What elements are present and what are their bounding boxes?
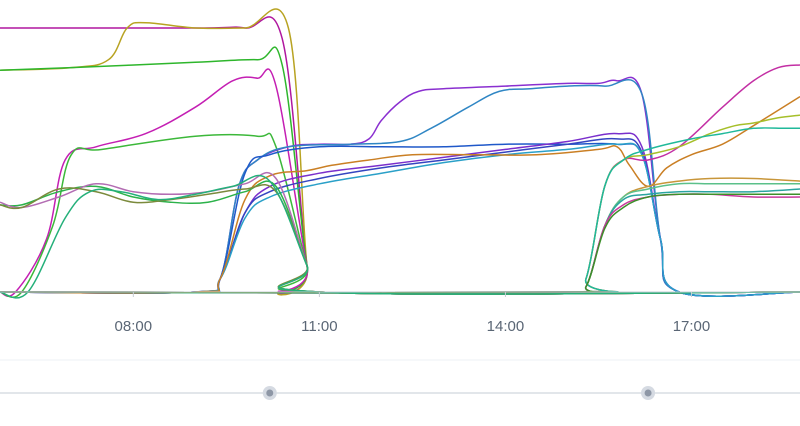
series-line-5 <box>0 132 800 298</box>
series-line-20 <box>0 193 800 295</box>
series-line-6 <box>0 76 800 297</box>
series-line-21 <box>0 180 800 295</box>
series-line-2 <box>0 8 800 296</box>
series-line-15 <box>0 127 800 294</box>
x-axis-ticks: 08:00 11:00 14:00 17:00 <box>115 292 711 335</box>
x-tick-label-1: 08:00 <box>115 318 153 335</box>
range-slider[interactable] <box>0 386 800 400</box>
series-layer <box>0 8 800 299</box>
series-line-18 <box>0 188 800 295</box>
series-line-16 <box>0 177 800 295</box>
series-line-23 <box>0 183 800 295</box>
range-slider-handle-grip-2[interactable] <box>644 389 652 397</box>
x-tick-label-3: 14:00 <box>487 318 525 335</box>
series-line-8 <box>0 142 800 297</box>
series-line-19 <box>0 193 800 295</box>
x-tick-label-4: 17:00 <box>673 318 711 335</box>
series-line-9 <box>0 132 800 297</box>
series-line-12 <box>0 95 800 294</box>
series-line-11 <box>0 142 800 297</box>
x-tick-label-2: 11:00 <box>301 318 337 335</box>
series-line-4 <box>0 68 800 297</box>
range-slider-handle-grip-1[interactable] <box>266 389 274 397</box>
series-line-13 <box>0 64 800 294</box>
